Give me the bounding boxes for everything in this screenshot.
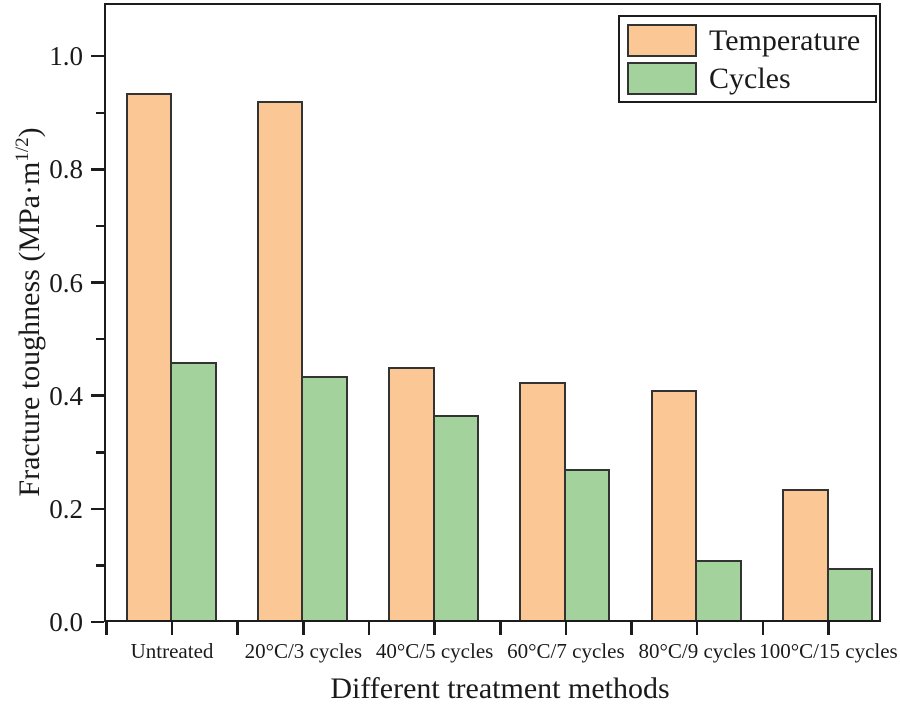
x-minor-tick [105, 622, 108, 635]
bar-temperature-0 [125, 92, 172, 622]
y-tick-label: 0.4 [49, 380, 83, 411]
y-axis-title-base: Fracture toughness (MPa·m [13, 161, 46, 497]
x-major-tick [170, 622, 174, 635]
y-major-tick [91, 54, 104, 58]
bar-cycles-1 [301, 375, 348, 622]
bar-cycles-2 [432, 415, 480, 622]
x-axis-title: Different treatment methods [330, 672, 670, 705]
x-minor-tick [761, 622, 765, 635]
y-tick-label: 0.6 [49, 267, 83, 298]
legend-item-cycles: Cycles [627, 60, 875, 96]
y-minor-tick [96, 224, 104, 228]
legend-swatch-cycles [627, 61, 697, 95]
x-tick-label: 80°C/9 cycles [638, 639, 756, 663]
bar-cycles-0 [170, 361, 217, 622]
y-tick-label: 0.8 [49, 154, 83, 185]
x-minor-tick [630, 622, 633, 635]
y-major-tick [91, 281, 104, 284]
y-tick-label: 0.0 [49, 607, 83, 637]
x-major-tick [302, 622, 305, 635]
x-tick-label: Untreated [130, 639, 214, 663]
y-minor-tick [96, 337, 104, 341]
legend: Temperature Cycles [618, 15, 877, 103]
legend-label-cycles: Cycles [709, 61, 791, 95]
y-axis-title-close: ) [13, 127, 46, 138]
bar-cycles-4 [695, 559, 742, 622]
x-tick-label: 100°C/15 cycles [759, 639, 898, 663]
x-major-tick [433, 622, 436, 635]
x-major-tick [564, 622, 568, 635]
x-tick-label: 60°C/7 cycles [507, 639, 625, 663]
x-tick-label: 20°C/3 cycles [244, 639, 363, 663]
y-major-tick [91, 620, 104, 624]
legend-label-temperature: Temperature [709, 23, 861, 57]
y-major-tick [91, 394, 104, 397]
bar-temperature-1 [256, 101, 304, 622]
y-major-tick [91, 507, 104, 511]
y-tick-label: 1.0 [49, 41, 83, 72]
x-minor-tick [236, 622, 239, 635]
plot-area [104, 3, 881, 622]
legend-swatch-temperature [627, 23, 697, 57]
x-major-tick [827, 622, 830, 635]
bar-temperature-3 [519, 381, 566, 622]
x-tick-label: 40°C/5 cycles [375, 639, 494, 663]
y-major-tick [91, 168, 104, 171]
x-major-tick [695, 622, 699, 635]
x-minor-tick [367, 622, 371, 635]
bar-temperature-5 [782, 489, 829, 622]
bar-cycles-5 [826, 568, 873, 622]
bar-cycles-3 [563, 469, 611, 622]
bar-temperature-4 [650, 390, 698, 622]
y-minor-tick [96, 111, 104, 115]
y-minor-tick [96, 451, 104, 454]
x-minor-tick [499, 622, 502, 635]
bar-temperature-2 [388, 367, 435, 622]
legend-item-temperature: Temperature [627, 22, 875, 58]
y-tick-label: 0.2 [49, 493, 83, 524]
y-minor-tick [96, 564, 104, 567]
